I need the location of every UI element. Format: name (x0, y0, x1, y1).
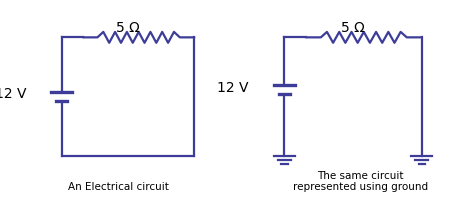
Text: 5 Ω: 5 Ω (341, 21, 365, 35)
Text: 12 V: 12 V (218, 81, 249, 95)
Text: An Electrical circuit: An Electrical circuit (68, 182, 169, 192)
Text: The same circuit
represented using ground: The same circuit represented using groun… (292, 171, 428, 192)
Text: 5 Ω: 5 Ω (116, 21, 140, 35)
Text: 12 V: 12 V (0, 87, 26, 101)
